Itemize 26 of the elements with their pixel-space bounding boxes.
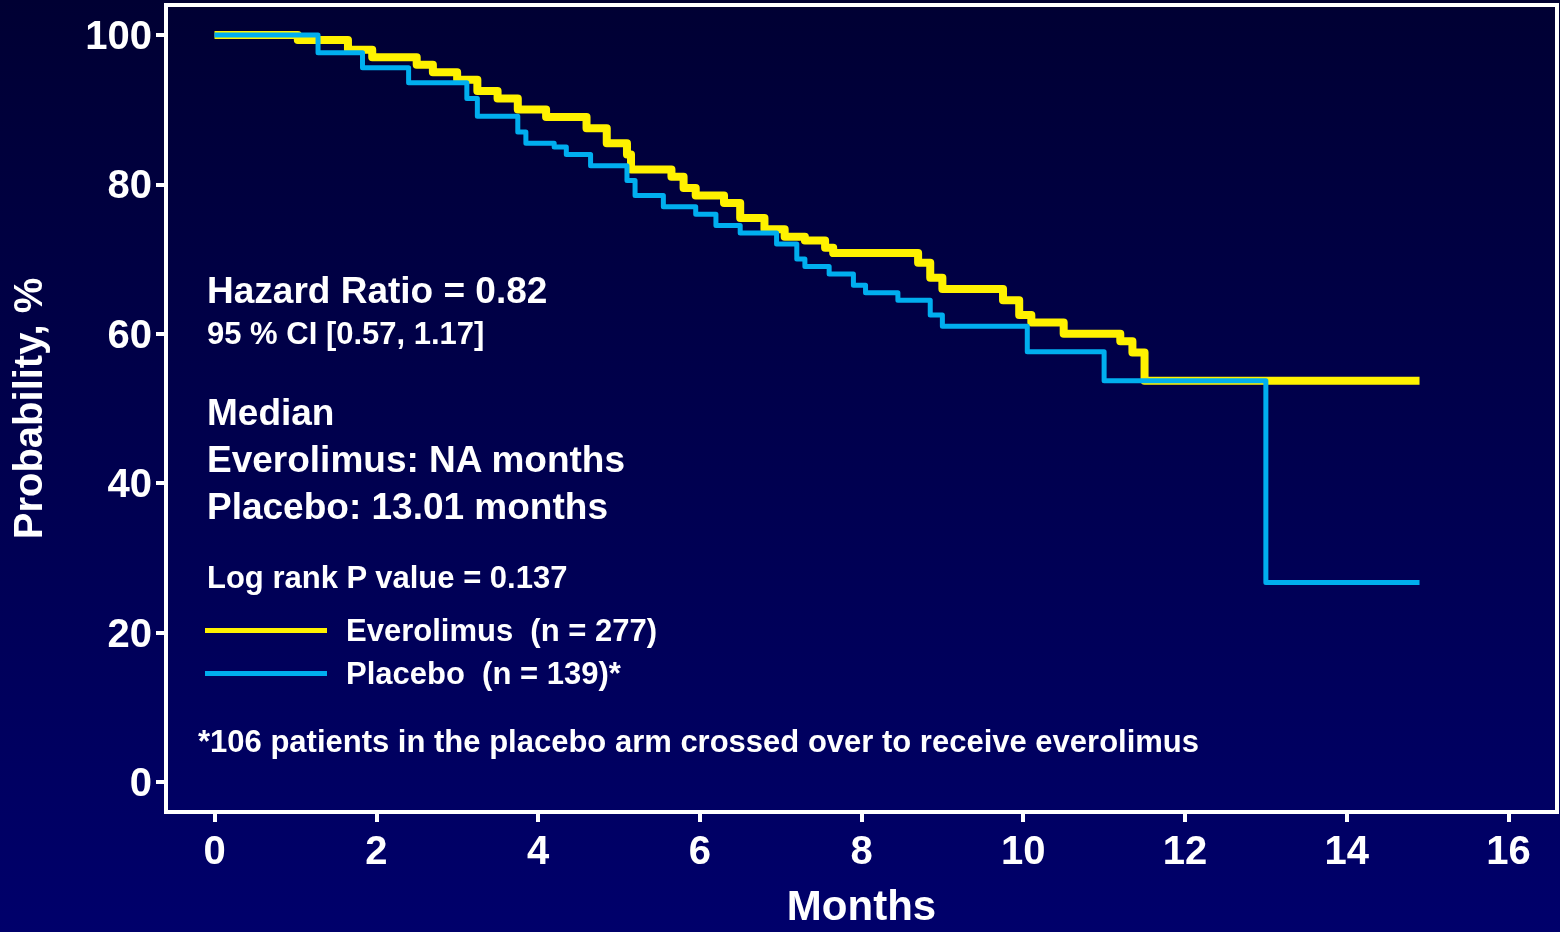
annotation: Everolimus: NA months xyxy=(207,439,626,480)
y-tick-label: 60 xyxy=(107,311,152,356)
legend-label: Placebo (n = 139)* xyxy=(346,656,622,691)
x-tick-label: 14 xyxy=(1324,828,1370,872)
x-tick-label: 6 xyxy=(688,828,711,872)
y-tick-label: 20 xyxy=(107,610,152,655)
x-tick-label: 16 xyxy=(1486,828,1531,872)
y-tick-label: 40 xyxy=(107,461,152,506)
annotation: Log rank P value = 0.137 xyxy=(207,560,568,595)
y-axis-title: Probability, % xyxy=(6,277,50,540)
y-tick-label: 100 xyxy=(85,12,152,57)
annotation: Hazard Ratio = 0.82 xyxy=(207,270,548,311)
annotation: Median xyxy=(207,392,335,433)
y-tick-label: 0 xyxy=(129,760,152,805)
y-tick-label: 80 xyxy=(107,162,152,207)
x-tick-label: 10 xyxy=(1000,828,1046,872)
x-tick-label: 4 xyxy=(526,828,550,872)
x-tick-label: 12 xyxy=(1162,828,1208,872)
x-tick-label: 8 xyxy=(850,828,873,872)
x-tick-label: 2 xyxy=(365,828,388,872)
annotation: *106 patients in the placebo arm crossed over to receive everolimus xyxy=(198,724,1200,759)
annotation: Placebo: 13.01 months xyxy=(207,486,608,527)
x-axis-title: Months xyxy=(786,881,937,929)
x-tick-label: 0 xyxy=(203,828,226,872)
annotation: 95 % CI [0.57, 1.17] xyxy=(207,316,485,351)
legend-label: Everolimus (n = 277) xyxy=(346,613,657,648)
